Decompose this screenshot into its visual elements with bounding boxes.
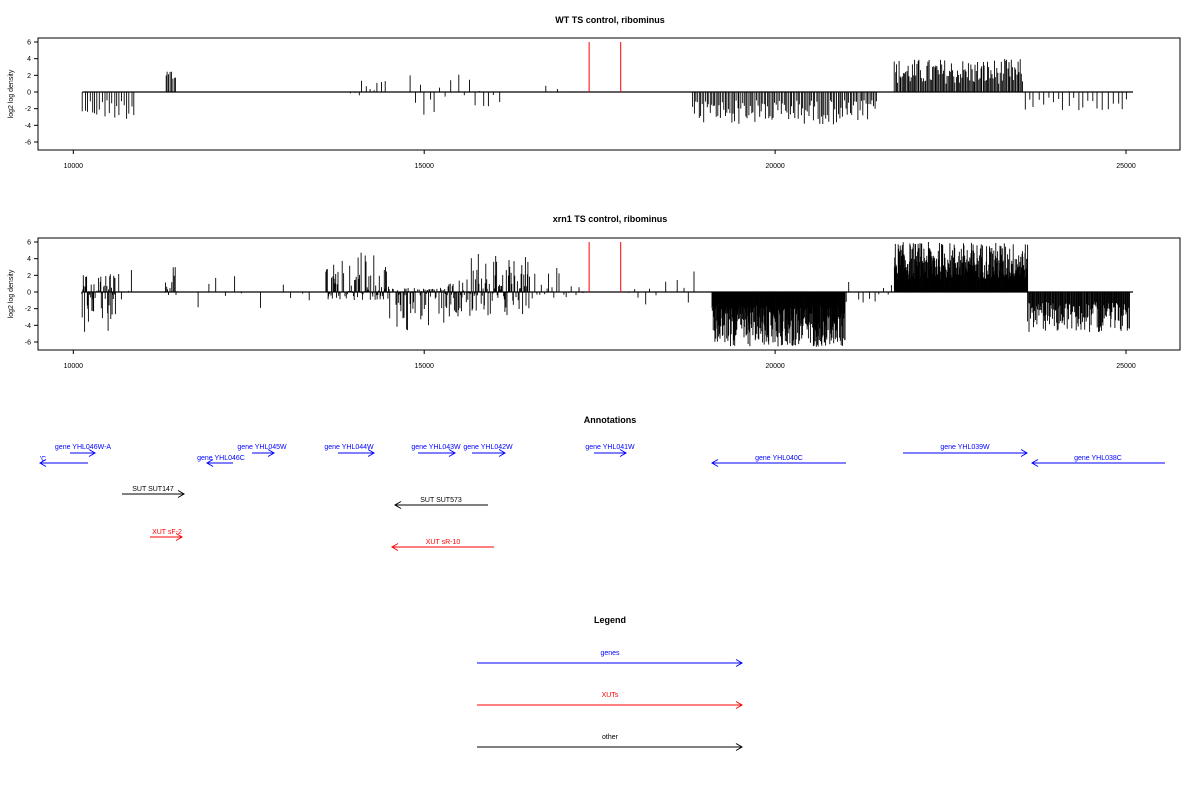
feature-label: XUT sF-2: [152, 529, 182, 536]
feature-label: gene YHL045W: [237, 444, 287, 451]
x-axis-ticks: 10000 15000 20000 25000: [64, 350, 1136, 370]
feature-label: gene YHL043W: [411, 444, 461, 451]
annotations-title: Annotations: [584, 415, 637, 425]
density-bars: [81, 59, 1127, 125]
feature-gene-arrow: 'C: [39, 456, 88, 467]
x-tick-label: 25000: [1116, 163, 1136, 170]
feature-gene-arrow: gene YHL041W: [585, 444, 635, 457]
feature-label: 'C: [40, 456, 46, 463]
y-axis-ticks: 6 4 2 0 -2 -4 -6: [25, 240, 38, 347]
feature-xut-arrow: XUT sF-2: [150, 529, 183, 541]
feature-label: gene YHL040C: [755, 455, 803, 462]
x-tick-label: 25000: [1116, 363, 1136, 370]
x-tick-label: 20000: [765, 163, 785, 170]
marker-lines: [588, 242, 622, 292]
feature-label: gene YHL039W: [940, 444, 990, 451]
y-axis-ticks: 6 4 2 0 -2 -4 -6: [25, 40, 38, 147]
legend-label: genes: [600, 650, 620, 657]
y-tick-label: -2: [25, 106, 31, 113]
legend-title: Legend: [594, 615, 626, 625]
feature-gene-arrow: gene YHL042W: [463, 444, 513, 457]
y-tick-label: 6: [27, 240, 31, 247]
chart-title: WT TS control, ribominus: [555, 15, 665, 25]
feature-label: XUT sR-10: [426, 539, 461, 546]
feature-gene-arrow: gene YHL039W: [903, 444, 1028, 457]
y-tick-label: -6: [25, 140, 31, 147]
feature-label: SUT SUT147: [132, 486, 174, 493]
y-tick-label: 0: [27, 90, 31, 97]
feature-other-arrow: SUT SUT147: [122, 486, 185, 498]
x-tick-label: 15000: [414, 163, 434, 170]
y-tick-label: 2: [27, 273, 31, 280]
y-axis-label: log2 log density: [8, 69, 15, 118]
legend: Legend genes XUTs other: [477, 615, 743, 751]
feature-label: gene YHL044W: [324, 444, 374, 451]
y-tick-label: 0: [27, 290, 31, 297]
chart-title: xrn1 TS control, ribominus: [553, 214, 668, 224]
plot-frame: [37, 37, 1181, 151]
legend-xut-arrow: XUTs: [477, 692, 743, 709]
legend-label: other: [602, 734, 619, 741]
legend-label: XUTs: [602, 692, 619, 699]
annotations-track: Annotations gene YHL046W-A 'C gene YHL045W…: [39, 415, 1165, 551]
feature-gene-arrow: gene YHL044W: [324, 444, 375, 457]
feature-label: gene YHL046W-A: [55, 444, 111, 451]
feature-gene-arrow: gene YHL046C: [197, 455, 245, 467]
density-bars: [81, 242, 1130, 347]
y-tick-label: 2: [27, 73, 31, 80]
feature-gene-arrow: gene YHL040C: [711, 455, 846, 467]
y-axis-label: log2 log density: [8, 269, 15, 318]
feature-gene-arrow: gene YHL043W: [411, 444, 461, 457]
y-tick-label: 4: [27, 256, 31, 263]
feature-label: SUT SUT573: [420, 497, 462, 504]
legend-other-arrow: other: [477, 734, 743, 751]
feature-xut-arrow: XUT sR-10: [391, 539, 494, 551]
x-tick-label: 15000: [414, 363, 434, 370]
feature-gene-arrow: gene YHL045W: [237, 444, 287, 457]
feature-other-arrow: SUT SUT573: [394, 497, 488, 509]
y-tick-label: 6: [27, 40, 31, 47]
plot-frame: [37, 237, 1181, 351]
xrn1-density-chart: xrn1 TS control, ribominus log2 log dens…: [8, 214, 1181, 370]
feature-gene-arrow: gene YHL046W-A: [55, 444, 111, 457]
feature-label: gene YHL038C: [1074, 455, 1122, 462]
legend-items: genes XUTs other: [477, 650, 743, 751]
x-tick-label: 20000: [765, 363, 785, 370]
wt-density-chart: WT TS control, ribominus log2 log densit…: [8, 15, 1181, 170]
y-tick-label: -6: [25, 340, 31, 347]
x-tick-label: 10000: [64, 163, 84, 170]
feature-label: gene YHL041W: [585, 444, 635, 451]
x-tick-label: 10000: [64, 363, 84, 370]
x-axis-ticks: 10000 15000 20000 25000: [64, 150, 1136, 170]
feature-label: gene YHL042W: [463, 444, 513, 451]
y-tick-label: -4: [25, 323, 31, 330]
y-tick-label: -4: [25, 123, 31, 130]
y-tick-label: 4: [27, 56, 31, 63]
feature-gene-arrow: gene YHL038C: [1031, 455, 1165, 467]
legend-gene-arrow: genes: [477, 650, 743, 667]
marker-lines: [588, 42, 622, 92]
y-tick-label: -2: [25, 306, 31, 313]
feature-arrows: gene YHL046W-A 'C gene YHL045W gene YHL046C…: [39, 444, 1165, 551]
feature-label: gene YHL046C: [197, 455, 245, 462]
